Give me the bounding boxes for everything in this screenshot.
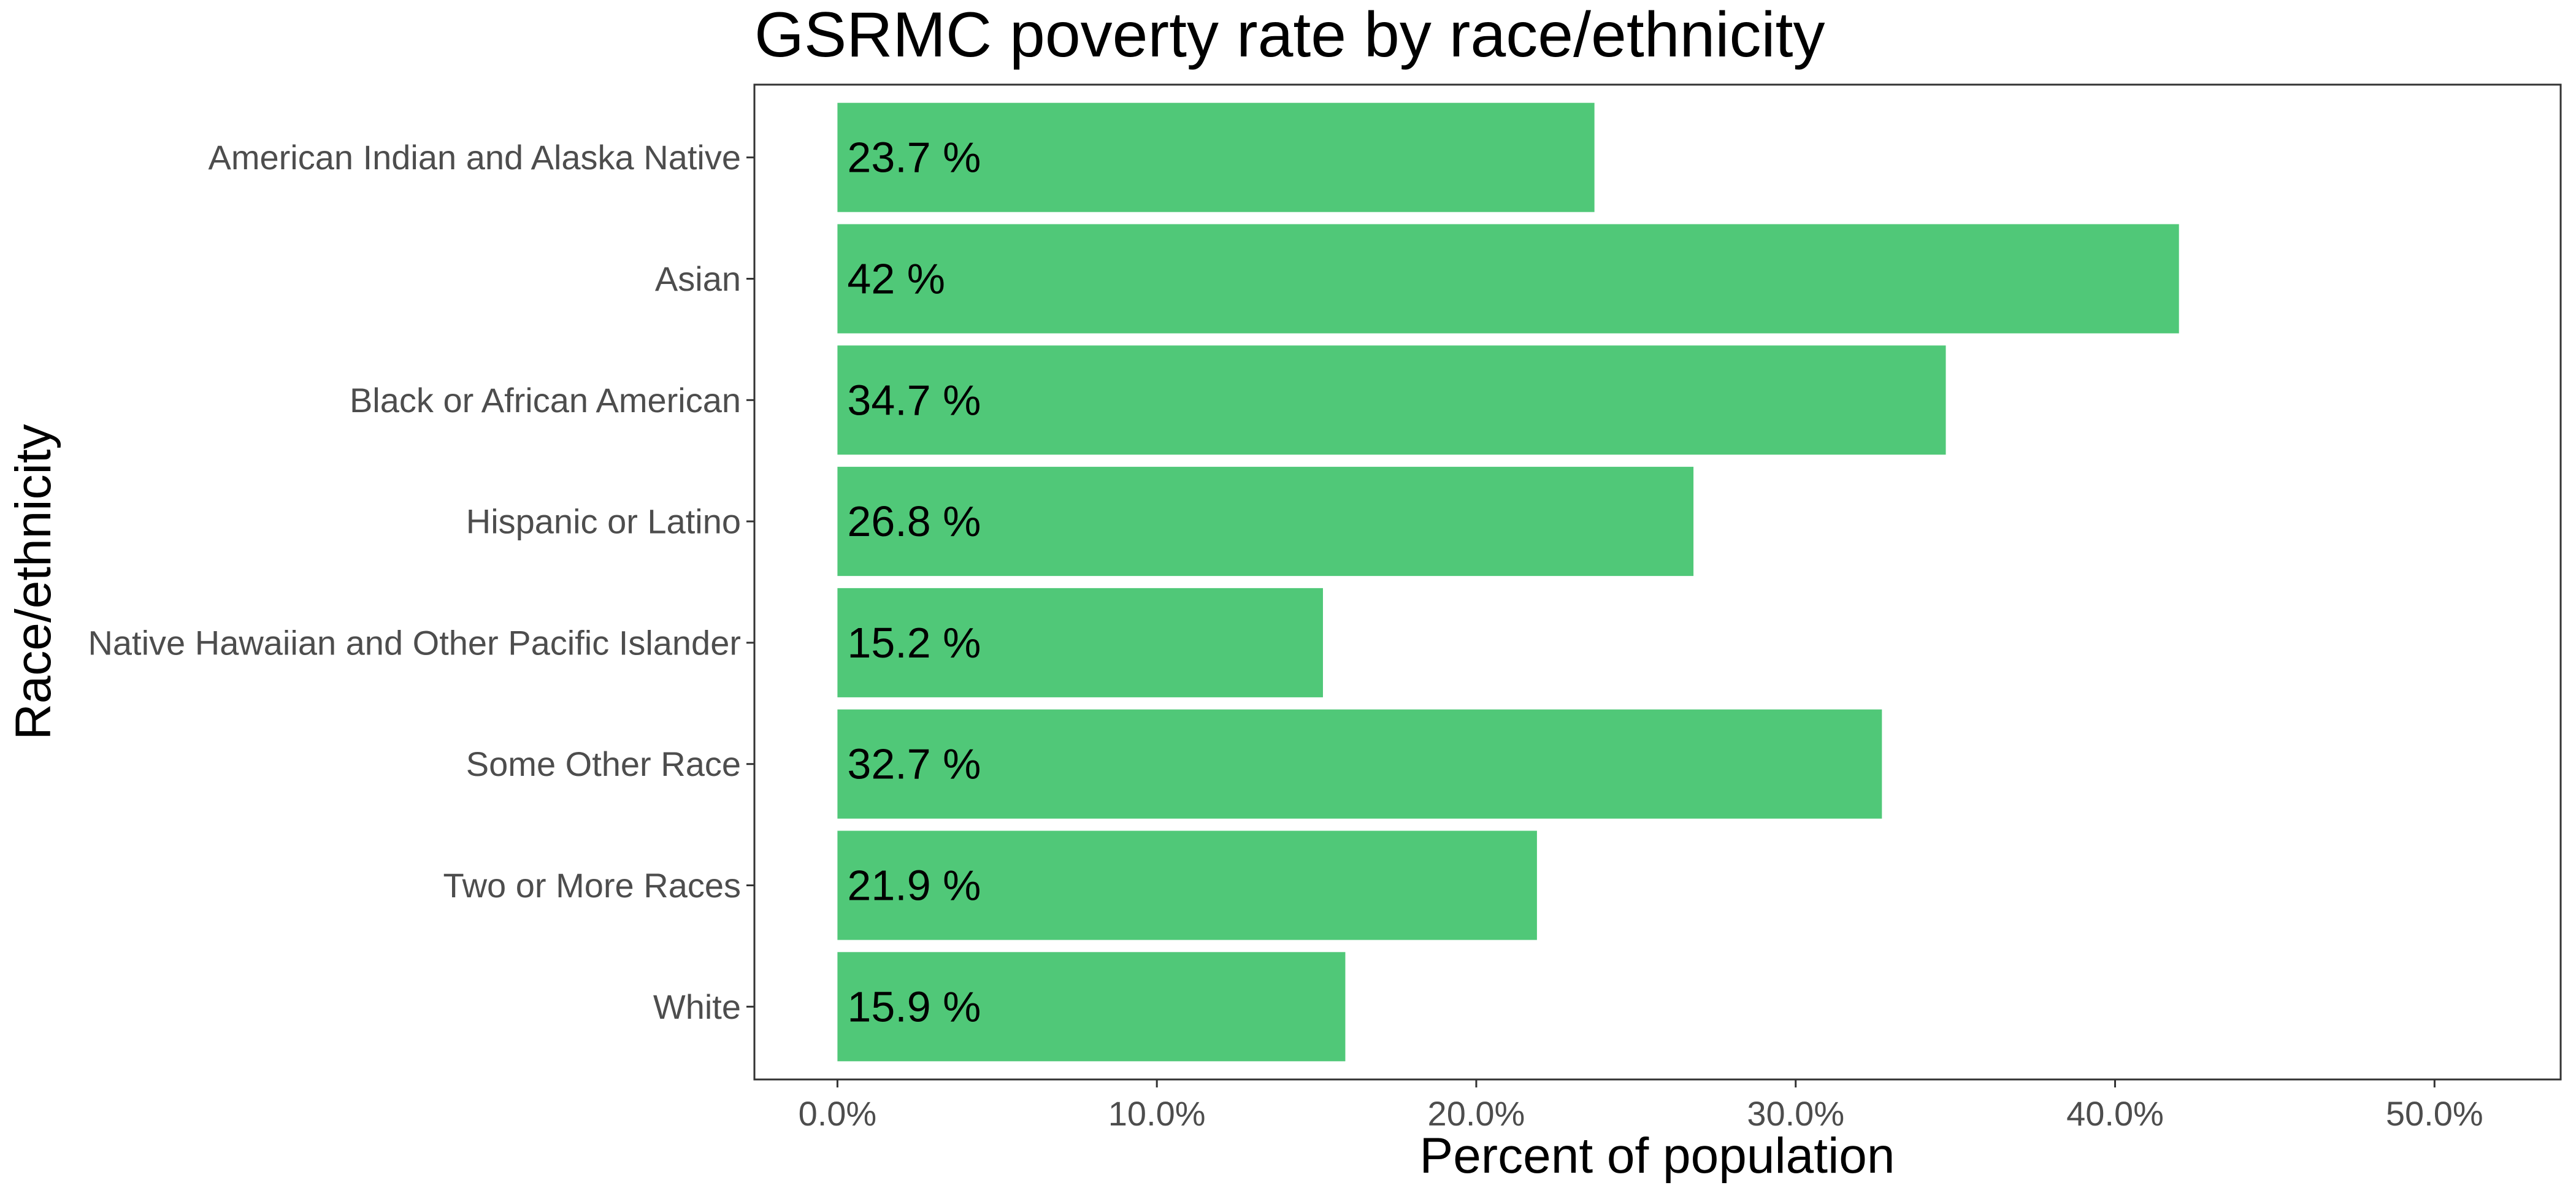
y-axis: American Indian and Alaska Native Asian Bl… [88, 138, 754, 1026]
category-label: White [653, 987, 741, 1026]
category-label: Native Hawaiian and Other Pacific Island… [88, 623, 741, 662]
x-tick-label: 10.0% [1108, 1094, 1206, 1133]
bar [837, 102, 1595, 212]
bar [837, 345, 1946, 455]
x-axis-title: Percent of population [1420, 1128, 1895, 1184]
x-tick-label: 20.0% [1428, 1094, 1525, 1133]
bar [837, 709, 1882, 819]
bar-value-label: 34.7 % [847, 376, 981, 424]
plot-panel-border [753, 83, 2562, 1081]
category-label: Black or African American [350, 381, 741, 420]
bar-value-label: 15.2 % [847, 619, 981, 667]
x-tick-label: 30.0% [1747, 1094, 1844, 1133]
y-axis-title: Race/ethnicity [6, 424, 61, 740]
bars-layer [837, 102, 2179, 1062]
bar-value-label: 26.8 % [847, 497, 981, 545]
x-tick-label: 40.0% [2066, 1094, 2164, 1133]
data-labels-layer: 23.7 % 42 % 34.7 % 26.8 % 15.2 % 32.7 % 21.9 %… [847, 134, 981, 1031]
bar [837, 952, 1346, 1062]
category-label: Asian [655, 259, 741, 298]
chart-title: GSRMC poverty rate by race/ethnicity [754, 0, 1825, 71]
x-tick-label: 0.0% [799, 1094, 877, 1133]
bar-value-label: 42 % [847, 255, 945, 302]
bar-value-label: 21.9 % [847, 862, 981, 910]
x-axis: 0.0% 10.0% 20.0% 30.0% 40.0% 50.0% [799, 1079, 2483, 1133]
bar [837, 588, 1323, 697]
bar-value-label: 32.7 % [847, 740, 981, 788]
bar [837, 830, 1537, 940]
bar [837, 224, 2179, 334]
bar-value-label: 15.9 % [847, 983, 981, 1030]
category-label: Two or More Races [443, 866, 742, 905]
category-label: Some Other Race [466, 745, 741, 783]
bar [837, 467, 1694, 577]
category-label: American Indian and Alaska Native [209, 138, 742, 177]
category-label: Hispanic or Latino [466, 502, 741, 541]
bar-value-label: 23.7 % [847, 134, 981, 182]
x-tick-label: 50.0% [2386, 1094, 2483, 1133]
